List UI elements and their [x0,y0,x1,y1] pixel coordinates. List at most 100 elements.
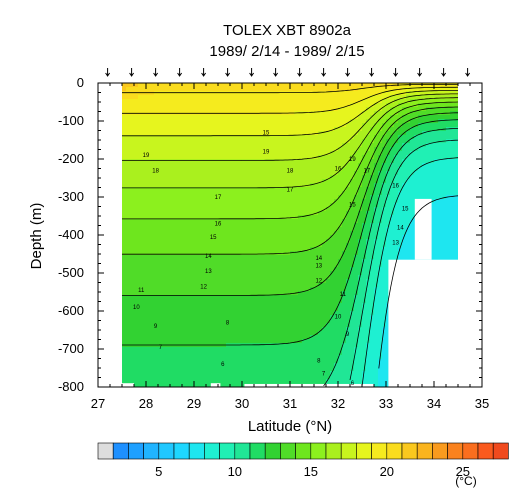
field-cell [138,195,143,200]
field-cell [358,155,363,160]
field-cell [150,371,155,376]
field-cell [278,215,283,220]
field-cell [270,351,275,356]
field-cell [122,323,127,328]
field-cell [190,243,195,248]
field-cell [358,283,363,288]
field-cell [382,223,387,228]
field-cell [202,207,207,212]
field-cell [178,307,183,312]
field-cell [294,311,299,316]
field-cell [326,315,331,320]
field-cell [166,275,171,280]
field-cell [326,207,331,212]
field-cell [214,147,219,152]
field-cell [206,107,211,112]
field-cell [206,155,211,160]
field-cell [146,251,151,256]
field-cell [198,219,203,224]
field-cell [334,135,339,140]
field-cell [282,223,287,228]
field-cell [166,339,171,344]
field-cell [358,307,363,312]
field-cell [342,219,347,224]
field-cell [310,271,315,276]
field-cell [262,143,267,148]
field-cell [370,291,375,296]
field-cell [262,219,267,224]
field-cell [262,271,267,276]
field-cell [178,119,183,124]
field-cell [266,231,271,236]
field-cell [182,355,187,360]
field-cell [126,91,131,96]
field-cell [242,347,247,352]
field-cell [374,179,379,184]
field-cell [246,231,251,236]
field-cell [214,135,219,140]
field-cell [382,143,387,148]
field-cell [306,303,311,308]
field-cell [194,167,199,172]
field-cell [262,299,267,304]
field-cell [130,99,135,104]
field-cell [270,131,275,136]
field-cell [362,83,367,88]
field-cell [310,119,315,124]
field-cell [290,155,295,160]
field-cell [294,275,299,280]
field-cell [214,143,219,148]
field-cell [258,347,263,352]
field-cell [338,227,343,232]
field-cell [238,159,243,164]
field-cell [198,195,203,200]
field-cell [158,203,163,208]
field-cell [326,135,331,140]
field-cell [290,99,295,104]
field-cell [162,319,167,324]
field-cell [138,211,143,216]
field-cell [238,175,243,180]
field-cell [246,159,251,164]
field-cell [230,207,235,212]
field-cell [254,243,259,248]
field-cell [286,155,291,160]
field-cell [210,327,215,332]
field-cell [342,283,347,288]
field-cell [170,99,175,104]
field-cell [290,327,295,332]
field-cell [334,335,339,340]
field-cell [246,303,251,308]
field-cell [370,231,375,236]
field-cell [342,275,347,280]
field-cell [234,199,239,204]
field-cell [126,103,131,108]
field-cell [374,239,379,244]
field-cell [334,119,339,124]
field-cell [242,319,247,324]
field-cell [186,163,191,168]
field-cell [166,379,171,384]
field-cell [246,299,251,304]
field-cell [378,131,383,136]
field-cell [250,143,255,148]
field-cell [290,135,295,140]
field-cell [170,115,175,120]
field-cell [166,163,171,168]
field-cell [270,347,275,352]
field-cell [170,247,175,252]
field-cell [278,103,283,108]
field-cell [338,291,343,296]
field-cell [158,107,163,112]
field-cell [142,319,147,324]
field-cell [282,375,287,380]
field-cell [302,99,307,104]
field-cell [314,347,319,352]
field-cell [246,123,251,128]
field-cell [274,299,279,304]
field-cell [354,227,359,232]
field-cell [374,127,379,132]
field-cell [270,331,275,336]
field-cell [190,323,195,328]
field-cell [302,103,307,108]
